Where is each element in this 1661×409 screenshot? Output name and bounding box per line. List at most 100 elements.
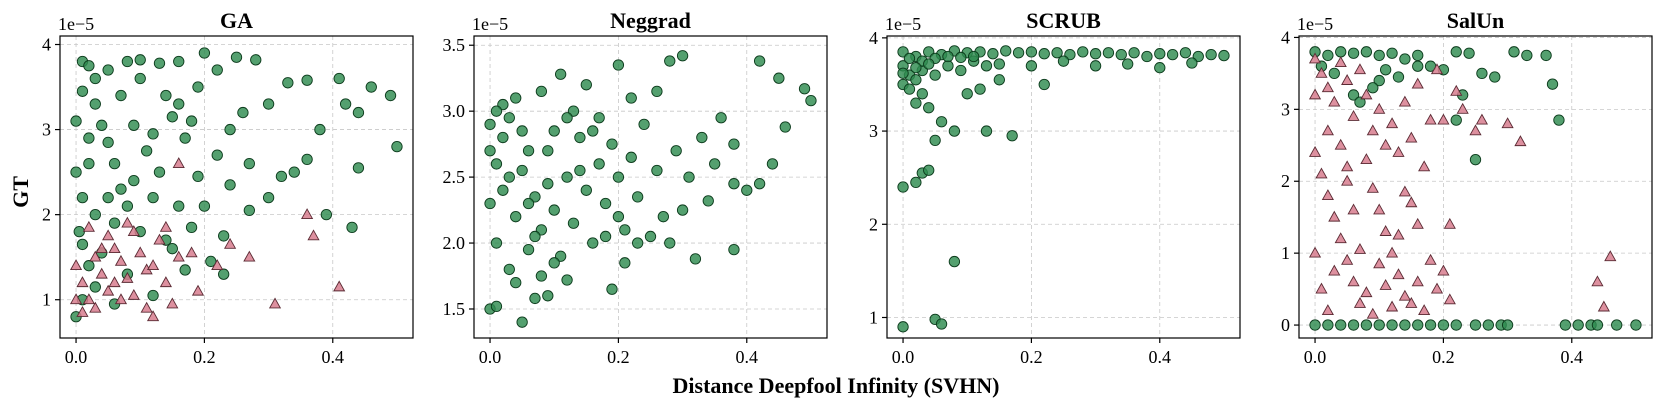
- data-point-triangle: [1392, 228, 1405, 240]
- data-point-circle: [83, 60, 95, 72]
- data-point-circle: [89, 98, 101, 110]
- data-point-circle: [218, 230, 230, 242]
- data-point-circle: [644, 230, 657, 243]
- data-point-circle: [352, 162, 365, 174]
- data-point-triangle: [1328, 264, 1341, 276]
- data-point-triangle: [1469, 124, 1482, 136]
- data-point-circle: [153, 166, 166, 178]
- data-point-circle: [1218, 49, 1230, 62]
- x-tick-label: 0.2: [607, 347, 630, 367]
- data-point-triangle: [1385, 117, 1399, 129]
- data-point-circle: [121, 200, 134, 212]
- data-point-circle: [1373, 319, 1385, 331]
- plot-frame: [1298, 35, 1653, 339]
- data-point-circle: [1335, 319, 1347, 331]
- data-point-triangle: [1385, 300, 1399, 312]
- data-point-circle: [76, 191, 89, 204]
- data-point-circle: [83, 260, 95, 272]
- data-point-circle: [599, 197, 612, 210]
- data-point-circle: [179, 264, 191, 276]
- data-point-circle: [587, 125, 599, 137]
- data-point-circle: [301, 153, 313, 166]
- data-point-triangle: [1411, 77, 1424, 89]
- data-point-circle: [548, 125, 560, 137]
- data-point-triangle: [1366, 307, 1379, 319]
- data-point-circle: [1335, 46, 1347, 58]
- data-point-triangle: [1315, 66, 1328, 78]
- data-point-circle: [929, 134, 941, 147]
- data-point-circle: [683, 171, 695, 183]
- data-point-circle: [1012, 47, 1025, 59]
- data-point-circle: [153, 57, 166, 69]
- y-tick-label: 3: [42, 120, 51, 140]
- data-point-triangle: [1398, 185, 1411, 197]
- panel-title: SCRUB: [1026, 8, 1101, 33]
- data-point-circle: [542, 290, 554, 302]
- x-tick-label: 0.0: [1304, 347, 1327, 367]
- data-point-circle: [773, 72, 785, 84]
- data-point-circle: [102, 64, 114, 76]
- y-tick-label: 3: [1281, 99, 1290, 119]
- y-offset-label: 1e−5: [472, 14, 508, 34]
- data-point-circle: [903, 83, 916, 95]
- data-point-triangle: [243, 250, 256, 262]
- data-point-circle: [108, 157, 121, 170]
- data-point-circle: [1373, 74, 1385, 87]
- data-point-circle: [185, 221, 198, 234]
- data-point-circle: [619, 257, 631, 269]
- data-point-circle: [1373, 49, 1385, 62]
- data-point-circle: [1553, 114, 1565, 126]
- data-point-circle: [529, 292, 541, 305]
- data-point-circle: [134, 72, 146, 85]
- data-point-triangle: [1443, 217, 1456, 229]
- data-point-triangle: [1347, 110, 1360, 121]
- data-point-triangle: [1308, 88, 1322, 100]
- data-point-triangle: [1597, 300, 1610, 312]
- data-point-triangle: [1418, 304, 1431, 316]
- data-point-circle: [70, 166, 82, 178]
- data-point-circle: [625, 151, 637, 163]
- data-point-circle: [275, 170, 288, 183]
- data-point-circle: [1386, 47, 1398, 59]
- data-point-circle: [166, 111, 178, 123]
- x-tick-label: 0.4: [1149, 347, 1172, 367]
- data-point-triangle: [172, 250, 185, 262]
- data-point-circle: [709, 158, 721, 170]
- panel-1: 0.0 0.2 0.4 1 2 3 4 1e−5 GA: [42, 8, 414, 367]
- data-point-circle: [696, 131, 708, 144]
- data-point-circle: [593, 112, 605, 124]
- data-point-circle: [993, 74, 1005, 86]
- data-point-circle: [1154, 48, 1166, 60]
- data-point-triangle: [102, 284, 115, 296]
- data-point-circle: [384, 89, 397, 102]
- data-point-circle: [1347, 47, 1360, 59]
- data-point-triangle: [223, 237, 237, 249]
- data-point-circle: [1122, 58, 1134, 70]
- data-point-triangle: [76, 305, 89, 317]
- data-point-triangle: [1308, 246, 1322, 258]
- data-point-circle: [503, 112, 515, 124]
- data-point-triangle: [153, 233, 166, 245]
- data-point-circle: [160, 89, 172, 102]
- data-point-circle: [987, 48, 999, 60]
- data-point-triangle: [1418, 160, 1431, 172]
- data-point-circle: [942, 50, 954, 63]
- data-point-circle: [1038, 48, 1050, 60]
- y-tick-label: 1: [1281, 243, 1290, 263]
- data-point-circle: [198, 47, 211, 59]
- points-group: [69, 47, 403, 323]
- data-point-circle: [1521, 49, 1533, 62]
- data-point-circle: [1154, 62, 1166, 74]
- data-point-triangle: [159, 276, 172, 288]
- x-tick-label: 0.4: [736, 347, 759, 367]
- panel-4: 0.0 0.2 0.4 0 1 2 3 4 1e−5 SalUn: [1281, 8, 1653, 367]
- data-point-circle: [243, 204, 255, 217]
- data-point-triangle: [76, 276, 89, 288]
- data-point-circle: [1367, 82, 1379, 94]
- panel-title: Neggrad: [610, 8, 691, 33]
- data-point-triangle: [95, 242, 108, 254]
- data-point-triangle: [1360, 286, 1373, 298]
- data-point-circle: [612, 59, 625, 71]
- data-point-triangle: [1321, 304, 1334, 316]
- data-point-triangle: [146, 259, 160, 271]
